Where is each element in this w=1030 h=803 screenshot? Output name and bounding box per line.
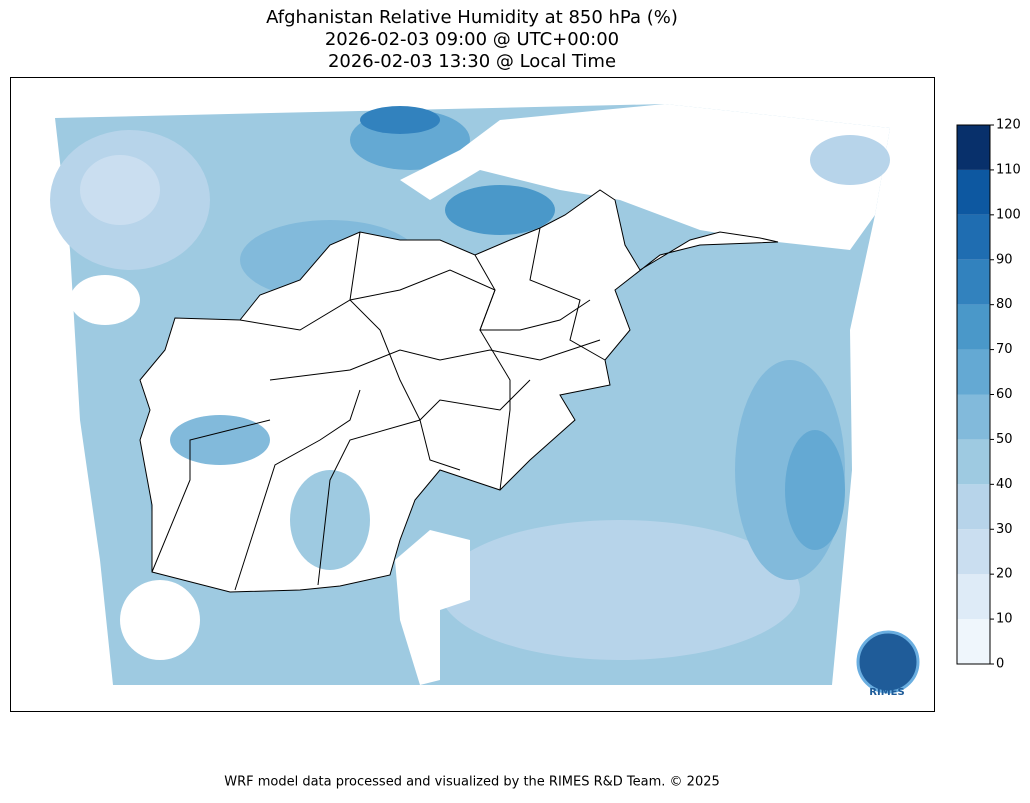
country-border xyxy=(139,189,779,593)
colorbar-segment xyxy=(957,529,990,575)
title-line: 2026-02-03 13:30 @ Local Time xyxy=(328,51,616,72)
tick-label: 110 xyxy=(996,162,1021,177)
province-border xyxy=(239,269,591,331)
tick-label: 90 xyxy=(996,252,1013,267)
colorbar-segment xyxy=(957,619,990,664)
field xyxy=(170,415,270,465)
tick-label: 120 xyxy=(996,118,1021,133)
province-border xyxy=(269,339,601,381)
field xyxy=(290,470,370,570)
logo-text: RIMES xyxy=(869,687,904,698)
colorbar-segment xyxy=(957,304,990,350)
footer: WRF model data processed and visualized … xyxy=(224,775,720,790)
colorbar: 0 10 20 30 40 50 60 70 80 90 100 110 120 xyxy=(956,118,1021,672)
tick-label: 50 xyxy=(996,432,1013,447)
colorbar-segment xyxy=(957,349,990,395)
tick-label: 60 xyxy=(996,387,1013,402)
province-border xyxy=(234,389,361,591)
colorbar-segment xyxy=(957,484,990,530)
no-data xyxy=(395,530,470,685)
province-border xyxy=(474,254,511,491)
colorbar-segment xyxy=(957,394,990,440)
logo: RIMES xyxy=(856,630,920,698)
field xyxy=(810,135,890,185)
field xyxy=(360,106,440,134)
colorbar-segment xyxy=(957,574,990,620)
tick-label: 80 xyxy=(996,297,1013,312)
province-border xyxy=(151,419,271,573)
logo-badge xyxy=(856,630,920,694)
tick-label: 100 xyxy=(996,207,1021,222)
province-border xyxy=(529,227,606,361)
tick-label: 70 xyxy=(996,342,1013,357)
colorbar-segment xyxy=(957,169,990,215)
no-data xyxy=(400,104,890,250)
colorbar-segment xyxy=(957,125,990,170)
no-data xyxy=(70,275,140,325)
tick-label: 0 xyxy=(996,657,1004,672)
field xyxy=(445,185,555,235)
no-data xyxy=(120,580,200,660)
field xyxy=(440,520,800,660)
tick-label: 30 xyxy=(996,522,1013,537)
map: RIMES xyxy=(10,77,935,712)
tick-label: 20 xyxy=(996,567,1013,582)
tick-label: 10 xyxy=(996,612,1013,627)
field xyxy=(80,155,160,225)
title-line: Afghanistan Relative Humidity at 850 hPa… xyxy=(266,7,678,28)
colorbar-segment xyxy=(957,439,990,485)
field xyxy=(785,430,845,550)
province-border xyxy=(349,231,461,471)
colorbar-segment xyxy=(957,259,990,305)
tick-label: 40 xyxy=(996,477,1013,492)
colorbar-segment xyxy=(957,214,990,260)
title-line: 2026-02-03 09:00 @ UTC+00:00 xyxy=(325,29,619,50)
